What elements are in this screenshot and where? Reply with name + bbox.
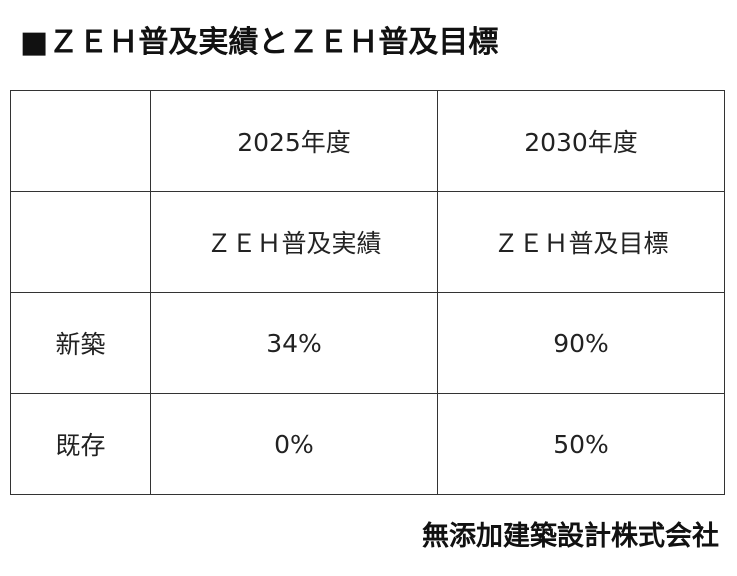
table-row-existing: 既存 0% 50% xyxy=(10,393,725,495)
column-header-2030: 2030年度 xyxy=(437,90,725,192)
row-label-existing: 既存 xyxy=(10,393,151,495)
table-cell-new-build-2025: 34% xyxy=(150,292,438,394)
column-header-2025: 2025年度 xyxy=(150,90,438,192)
page-title: ■ＺＥＨ普及実績とＺＥＨ普及目標 xyxy=(20,25,499,60)
table-cell-existing-2025: 0% xyxy=(150,393,438,495)
row-label-new-build: 新築 xyxy=(10,292,151,394)
column-subheader-targets: ＺＥＨ普及目標 xyxy=(437,191,725,293)
column-subheader-results: ＺＥＨ普及実績 xyxy=(150,191,438,293)
table-row-year: 2025年度 2030年度 xyxy=(10,90,725,192)
zeh-table: 2025年度 2030年度 ＺＥＨ普及実績 ＺＥＨ普及目標 新築 34% 90%… xyxy=(10,90,725,495)
table-row-new-build: 新築 34% 90% xyxy=(10,292,725,394)
company-name: 無添加建築設計株式会社 xyxy=(422,521,719,552)
table-corner-cell xyxy=(10,90,151,192)
table-row-metric: ＺＥＨ普及実績 ＺＥＨ普及目標 xyxy=(10,191,725,293)
table-empty-cell xyxy=(10,191,151,293)
table-cell-new-build-2030: 90% xyxy=(437,292,725,394)
table-cell-existing-2030: 50% xyxy=(437,393,725,495)
